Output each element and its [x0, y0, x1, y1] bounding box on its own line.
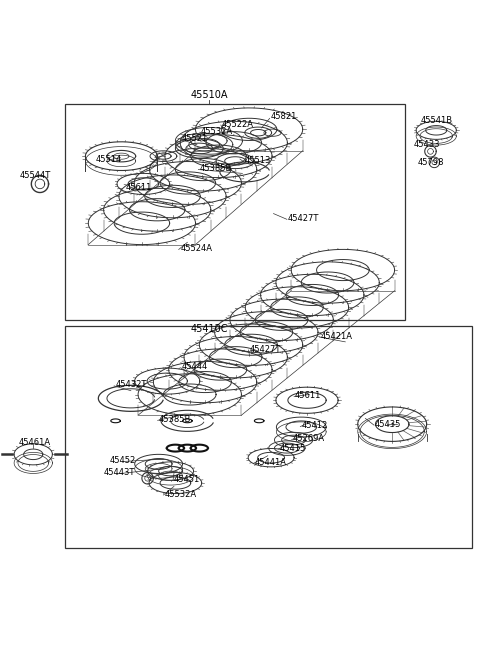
Text: 45513: 45513 [245, 157, 271, 166]
Text: 45521: 45521 [181, 134, 208, 143]
Text: 45433: 45433 [413, 140, 440, 149]
Text: 45427T: 45427T [288, 214, 319, 223]
Text: 45798: 45798 [418, 158, 444, 167]
Text: 45544T: 45544T [20, 171, 51, 180]
Bar [65, 103, 405, 320]
Text: 45385B: 45385B [199, 164, 232, 173]
Text: 45452: 45452 [110, 456, 136, 465]
Text: 45412: 45412 [301, 421, 327, 430]
Text: 45443T: 45443T [104, 468, 135, 477]
Text: 45451: 45451 [174, 475, 200, 484]
Text: 45441A: 45441A [254, 458, 287, 467]
Text: 45611: 45611 [126, 183, 153, 193]
Text: 45532A: 45532A [164, 489, 196, 498]
Text: 45444: 45444 [181, 362, 208, 371]
Text: 45461A: 45461A [19, 438, 51, 447]
Text: 45435: 45435 [375, 420, 401, 428]
Text: 45514: 45514 [96, 155, 122, 164]
Bar [65, 326, 472, 548]
Text: 45522A: 45522A [222, 120, 254, 128]
Text: 45541B: 45541B [421, 116, 453, 125]
Text: 45427T: 45427T [250, 345, 281, 354]
Text: 45510A: 45510A [190, 90, 228, 100]
Text: 45269A: 45269A [293, 434, 325, 443]
Text: 45415: 45415 [279, 443, 305, 453]
Text: 45532A: 45532A [201, 127, 233, 136]
Text: 45385B: 45385B [158, 415, 191, 424]
Text: 45410C: 45410C [190, 324, 228, 333]
Text: 45611: 45611 [295, 391, 322, 400]
Text: 45524A: 45524A [180, 244, 212, 253]
Text: 45821: 45821 [271, 113, 298, 121]
Text: 45421A: 45421A [321, 331, 352, 341]
Text: 45432T: 45432T [116, 381, 147, 390]
